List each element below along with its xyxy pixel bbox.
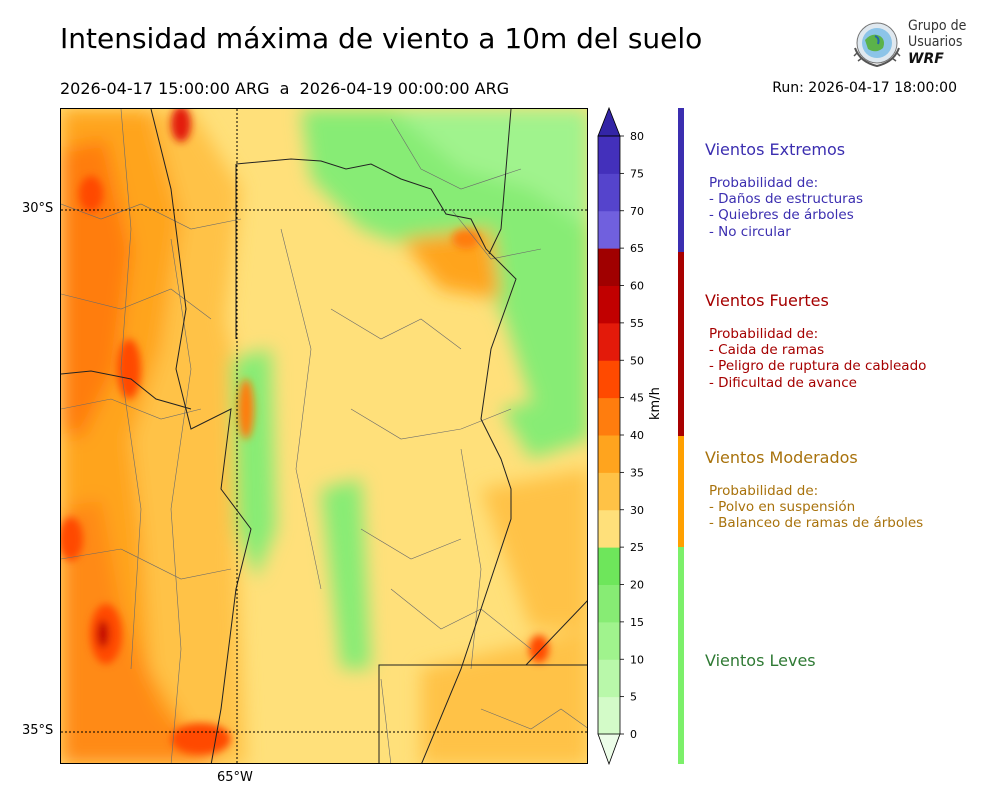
colorbar-bin xyxy=(598,509,620,548)
colorbar-bin xyxy=(598,322,620,361)
colorbar-extend-high xyxy=(597,106,621,137)
colorbar-bin xyxy=(598,285,620,324)
category-block: Vientos Moderados Probabilidad de: - Polvo… xyxy=(705,448,923,532)
logo-line-2: Usuarios xyxy=(908,34,963,50)
colorbar-bin xyxy=(598,584,620,623)
colorbar-tick-label: 35 xyxy=(630,466,644,479)
run-time: Run: 2026-04-17 18:00:00 xyxy=(772,80,957,96)
colorbar-tick-label: 45 xyxy=(630,392,644,405)
colorbar-bin xyxy=(598,435,620,473)
category-block: Vientos Extremos Probabilidad de: - Daños … xyxy=(705,140,863,240)
forecast-period: 2026-04-17 15:00:00 ARG a 2026-04-19 00:… xyxy=(60,79,510,98)
colorbar-tick-label: 25 xyxy=(630,541,644,554)
colorbar-bin xyxy=(598,248,620,286)
lat-label-35s: 35°S xyxy=(22,723,54,738)
page-title: Intensidad máxima de viento a 10m del su… xyxy=(60,22,703,55)
colorbar-tick-label: 0 xyxy=(630,728,637,741)
category-heading: Probabilidad de: xyxy=(709,326,819,342)
colorbar-tick-label: 60 xyxy=(630,280,644,293)
colorbar-tick-label: 15 xyxy=(630,616,644,629)
colorbar-bin xyxy=(598,136,620,174)
category-item: - Quiebres de árboles xyxy=(709,207,854,224)
category-item: - No circular xyxy=(709,223,791,240)
colorbar-bin xyxy=(598,397,620,436)
category-heading: Probabilidad de: xyxy=(709,175,819,191)
colorbar-bin xyxy=(598,696,620,735)
colorbar-tick-label: 10 xyxy=(630,653,644,666)
category-description: Probabilidad de: - Caida de ramas - Peligr… xyxy=(705,326,926,391)
colorbar-tick-label: 5 xyxy=(630,691,637,704)
category-item: - Caida de ramas xyxy=(709,342,825,359)
category-bar xyxy=(678,547,684,764)
colorbar-tick-label: 55 xyxy=(630,317,644,330)
colorbar-tick-label: 75 xyxy=(630,167,644,180)
colorbar-extend-low xyxy=(597,733,621,766)
category-title: Vientos Extremos xyxy=(705,140,846,159)
category-block: Vientos Leves xyxy=(705,651,816,670)
category-item: - Polvo en suspensión xyxy=(709,499,856,516)
category-bar xyxy=(678,436,684,547)
colorbar-graphic: 0 5 10 15 20 25 30 35 40 45 50 55 60 65 70 75 80 xyxy=(597,106,644,766)
category-bar xyxy=(678,252,684,436)
colorbar-bin xyxy=(598,659,620,698)
category-title: Vientos Moderados xyxy=(705,448,858,467)
wind-map xyxy=(60,108,588,764)
logo-line-1: Grupo de xyxy=(908,18,967,34)
colorbar-tick-label: 20 xyxy=(630,579,644,592)
category-item: - Balanceo de ramas de árboles xyxy=(709,515,924,532)
lon-label-65w: 65°W xyxy=(217,770,253,785)
category-title: Vientos Leves xyxy=(705,651,816,670)
category-description: Probabilidad de: - Daños de estructuras - … xyxy=(705,175,863,240)
colorbar-bin xyxy=(598,472,620,511)
colorbar-tick-label: 50 xyxy=(630,354,644,367)
colorbar: 0 5 10 15 20 25 30 35 40 45 50 55 60 65 70 75 80 xyxy=(597,106,644,766)
colorbar-unit: km/h xyxy=(648,387,663,420)
colorbar-tick-label: 80 xyxy=(630,130,644,143)
colorbar-tick-label: 30 xyxy=(630,504,644,517)
category-description: Probabilidad de: - Polvo en suspensión - B… xyxy=(705,483,923,532)
category-item: - Peligro de ruptura de cableado xyxy=(709,358,927,375)
category-item: - Dificultad de avance xyxy=(709,374,857,391)
lat-label-30s: 30°S xyxy=(22,201,54,216)
category-heading: Probabilidad de: xyxy=(709,483,819,499)
category-bar xyxy=(678,108,684,252)
wind-map-image xyxy=(61,109,587,763)
logo-wrf: WRF xyxy=(908,51,944,67)
colorbar-tick-label: 65 xyxy=(630,242,644,255)
colorbar-bin xyxy=(598,173,620,212)
colorbar-tick-label: 70 xyxy=(630,205,644,218)
colorbar-bin xyxy=(598,360,620,399)
globe-icon xyxy=(853,22,901,68)
logo: Grupo de Usuarios WRF xyxy=(848,16,968,74)
colorbar-bin xyxy=(598,210,620,249)
colorbar-bin xyxy=(598,621,620,660)
colorbar-bin xyxy=(598,547,620,585)
colorbar-tick-label: 40 xyxy=(630,429,644,442)
category-item: - Daños de estructuras xyxy=(709,191,864,208)
category-title: Vientos Fuertes xyxy=(705,291,829,310)
category-block: Vientos Fuertes Probabilidad de: - Caida d… xyxy=(705,291,926,391)
